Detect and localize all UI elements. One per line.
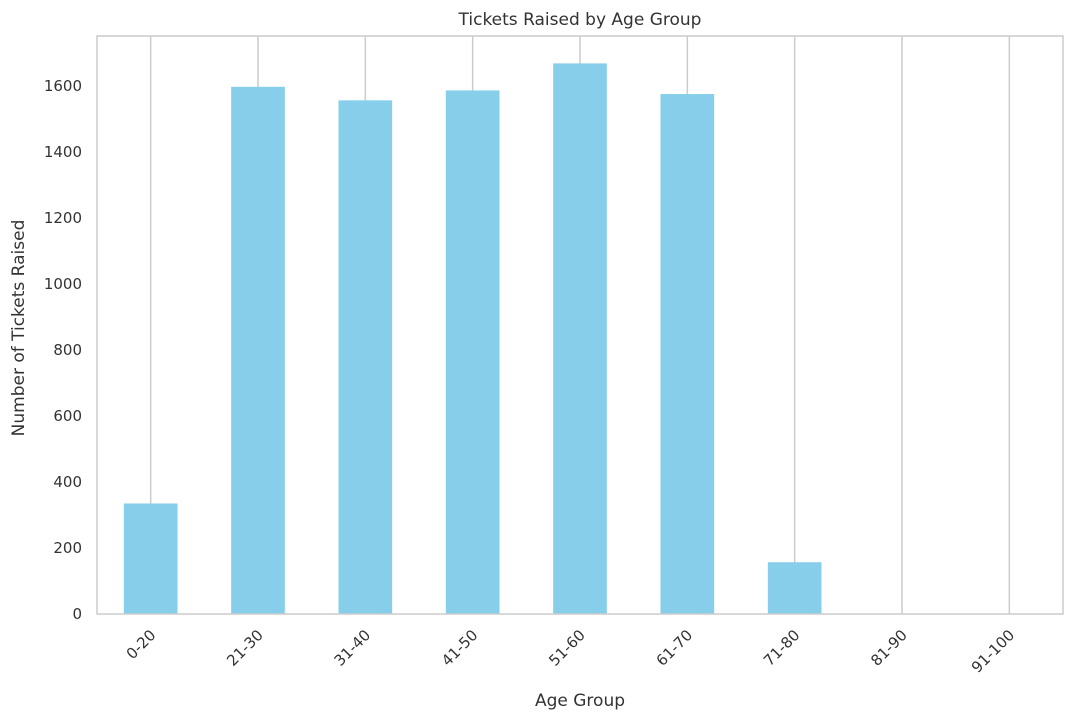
y-tick-label-1600: 1600 xyxy=(44,77,82,95)
y-tick-label-800: 800 xyxy=(53,341,82,359)
x-axis-label: Age Group xyxy=(535,691,625,711)
y-tick-label-1200: 1200 xyxy=(44,209,82,227)
bar-31-40 xyxy=(338,100,393,614)
chart-title: Tickets Raised by Age Group xyxy=(458,10,702,30)
bar-71-80 xyxy=(767,562,822,614)
y-tick-label-1000: 1000 xyxy=(44,275,82,293)
bars xyxy=(123,63,822,615)
bar-41-50 xyxy=(445,90,500,614)
y-tick-label-200: 200 xyxy=(53,539,82,557)
bar-21-30 xyxy=(231,86,285,615)
y-tick-label-1400: 1400 xyxy=(44,143,82,161)
y-tick-labels: 0 200 400 600 800 1000 1200 1400 1600 xyxy=(44,77,82,623)
plot-frame xyxy=(96,35,1064,615)
y-tick-label-600: 600 xyxy=(53,407,82,425)
y-axis-label: Number of Tickets Raised xyxy=(9,220,29,437)
y-tick-label-0: 0 xyxy=(72,605,82,623)
bar-0-20 xyxy=(123,503,178,614)
bar-51-60 xyxy=(553,63,607,614)
bar-61-70 xyxy=(660,94,715,615)
y-tick-label-400: 400 xyxy=(53,473,82,491)
